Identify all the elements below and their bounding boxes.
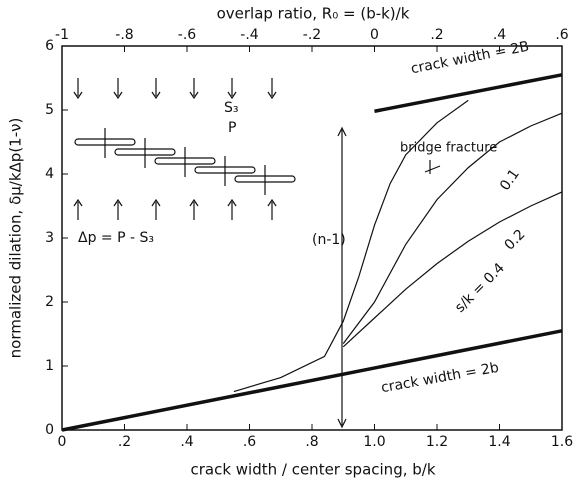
series-line [61, 329, 563, 432]
x2-tick-label: -.4 [240, 27, 259, 43]
x2-tick-label: -.8 [115, 27, 133, 43]
x-tick-label: 1.4 [488, 434, 510, 450]
y-tick-label: 4 [45, 166, 54, 182]
x-axis-title: crack width / center spacing, b/k [190, 461, 435, 479]
y-tick-label: 6 [45, 38, 54, 54]
annotation: S₃ [224, 100, 239, 116]
series-label: crack width = 2b [380, 360, 500, 396]
x2-tick-label: 0 [370, 27, 379, 43]
y-tick-label: 1 [45, 358, 54, 374]
y-tick-label: 5 [45, 102, 54, 118]
top-axis-title: overlap ratio, R₀ = (b-k)/k [217, 5, 410, 23]
series-line [374, 73, 563, 113]
x-tick-label: 0 [58, 434, 67, 450]
series-label: 0.1 [497, 166, 523, 193]
annotation: Δp = P - S₃ [78, 230, 154, 246]
y-tick-label: 2 [45, 294, 54, 310]
series-line [342, 112, 563, 344]
x2-tick-label: .6 [555, 27, 568, 43]
x-tick-label: 1.6 [551, 434, 573, 450]
series-line [342, 191, 563, 348]
y-tick-label: 3 [45, 230, 54, 246]
y-tick-label: 0 [45, 422, 54, 438]
series-line [233, 99, 469, 393]
x-tick-label: .2 [118, 434, 131, 450]
x-tick-label: .4 [180, 434, 193, 450]
x-tick-label: 1.2 [426, 434, 448, 450]
inset-sketch [73, 78, 441, 429]
x2-tick-label: -.2 [303, 27, 321, 43]
annotation: P [228, 120, 236, 136]
x2-tick-label: .4 [493, 27, 506, 43]
annotation: bridge fracture [400, 141, 497, 156]
x2-tick-label: -1 [55, 27, 69, 43]
annotation: (n-1) [312, 232, 346, 248]
x-tick-label: .6 [243, 434, 256, 450]
series-label: crack width = 2B [410, 39, 531, 78]
x-tick-label: 1.0 [363, 434, 385, 450]
series-label: 0.2 [501, 226, 528, 253]
x-tick-label: .8 [305, 434, 318, 450]
y-axis-title: normalized dilation, δμ/kΔp(1-ν) [7, 118, 25, 359]
series-label: s/k = 0.4 [452, 260, 508, 316]
x2-tick-label: .2 [430, 27, 443, 43]
x2-tick-label: -.6 [178, 27, 197, 43]
